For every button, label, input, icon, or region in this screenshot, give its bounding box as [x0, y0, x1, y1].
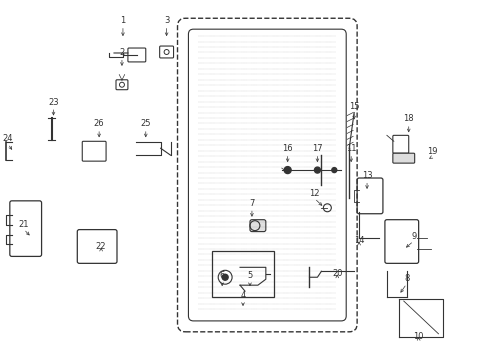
Text: 22: 22	[96, 242, 106, 251]
Text: 16: 16	[282, 144, 292, 153]
Text: 24: 24	[2, 134, 13, 143]
Text: 3: 3	[163, 16, 169, 25]
Text: 9: 9	[410, 231, 415, 240]
Text: 6: 6	[219, 271, 224, 280]
Text: 19: 19	[427, 147, 437, 156]
Text: 5: 5	[247, 271, 252, 280]
Text: 4: 4	[240, 291, 245, 300]
Text: 15: 15	[348, 102, 359, 111]
Text: 10: 10	[412, 332, 423, 341]
Text: 8: 8	[403, 274, 408, 283]
Text: 11: 11	[345, 144, 356, 153]
Text: 2: 2	[119, 48, 124, 57]
Text: 12: 12	[308, 189, 319, 198]
Circle shape	[222, 274, 228, 280]
Circle shape	[284, 167, 290, 174]
Text: 17: 17	[311, 144, 322, 153]
Text: 21: 21	[19, 220, 29, 229]
Text: 18: 18	[403, 114, 413, 123]
Circle shape	[314, 167, 320, 173]
FancyBboxPatch shape	[249, 220, 265, 231]
Text: 7: 7	[249, 199, 254, 208]
Circle shape	[331, 168, 336, 172]
Text: 23: 23	[48, 98, 59, 107]
Text: 13: 13	[361, 171, 371, 180]
Text: 25: 25	[140, 120, 151, 129]
Text: 1: 1	[120, 16, 125, 25]
Text: 26: 26	[94, 120, 104, 129]
FancyBboxPatch shape	[392, 153, 414, 163]
Text: 20: 20	[331, 269, 342, 278]
Bar	[212, 251, 273, 297]
Text: 14: 14	[353, 237, 364, 246]
